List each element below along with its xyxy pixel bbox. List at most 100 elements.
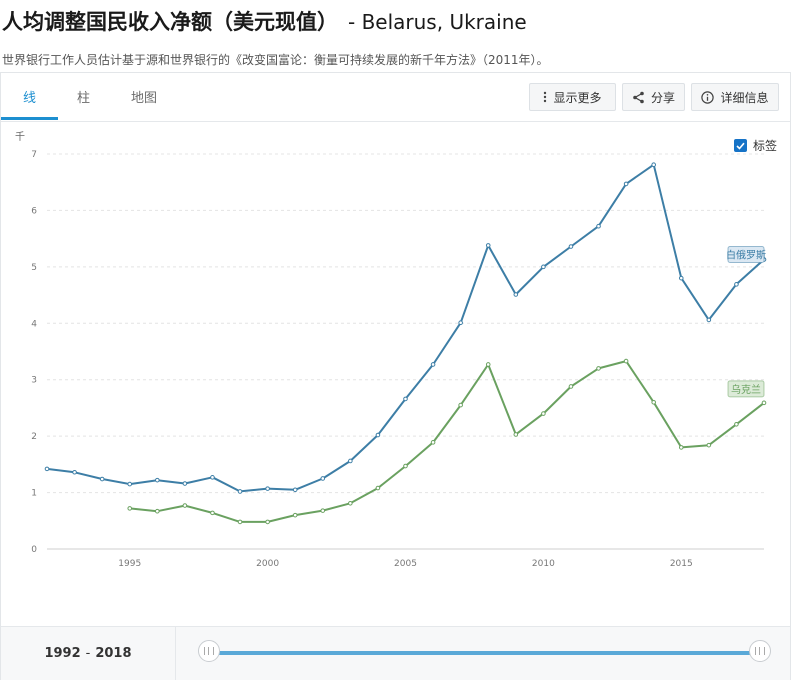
data-point: [182, 503, 188, 508]
series-label-box: [727, 246, 765, 264]
share-label: 分享: [650, 90, 675, 105]
data-point: [348, 500, 353, 506]
grip-icon: [755, 647, 765, 655]
series-end-label: 白俄罗斯: [726, 246, 766, 264]
data-point: [734, 421, 739, 427]
y-tick-label: 1: [31, 489, 37, 499]
data-point: [210, 475, 215, 480]
labels-toggle[interactable]: 标签: [734, 137, 777, 154]
range-end: 2018: [95, 646, 132, 661]
slider-track[interactable]: [209, 651, 759, 655]
more-vertical-icon: [543, 91, 547, 103]
slider-end-handle[interactable]: [749, 640, 771, 662]
labels-toggle-text: 标签: [753, 139, 778, 153]
share-button[interactable]: 分享: [622, 83, 685, 111]
data-point: [623, 358, 629, 364]
details-button[interactable]: 详细信息: [691, 83, 779, 111]
data-point: [568, 244, 574, 249]
data-point: [292, 512, 298, 518]
time-slider-bar: 1992-2018: [1, 626, 790, 680]
view-tabs: 线 柱 地图 显示更多 分享 详细信息: [1, 73, 790, 122]
x-tick-label: 2000: [256, 559, 279, 569]
title-countries: - Belarus, Ukraine: [348, 10, 527, 34]
show-more-label: 显示更多: [553, 90, 602, 105]
y-unit-label: 千: [15, 131, 25, 143]
y-tick-label: 3: [31, 376, 37, 386]
series-0: 白俄罗斯: [44, 162, 767, 494]
data-point: [485, 243, 491, 248]
data-point: [182, 481, 188, 486]
y-tick-label: 2: [31, 432, 37, 442]
data-point: [403, 463, 408, 469]
data-point: [210, 510, 215, 516]
data-point: [430, 362, 436, 367]
data-point: [458, 320, 463, 326]
data-point: [265, 519, 270, 525]
data-point: [623, 181, 629, 187]
data-point: [155, 477, 160, 483]
data-point: [651, 162, 656, 168]
series-label-text: 乌克兰: [731, 383, 761, 396]
tab-map[interactable]: 地图: [131, 91, 158, 106]
series-end-label: 乌克兰: [727, 380, 765, 398]
series-label-box: [727, 380, 765, 398]
series-line: [46, 163, 765, 493]
data-point: [541, 264, 546, 270]
data-point: [734, 282, 739, 287]
data-point: [678, 275, 684, 281]
range-separator: -: [85, 646, 91, 661]
y-tick-label: 7: [31, 150, 37, 160]
data-point: [485, 362, 491, 367]
x-tick-label: 2015: [670, 559, 693, 569]
data-point: [596, 223, 601, 229]
data-point: [678, 445, 684, 450]
info-icon: [701, 90, 715, 104]
checkbox-checked-icon: [734, 139, 747, 152]
data-point: [651, 399, 656, 405]
data-point: [513, 292, 519, 297]
active-tab-indicator: [1, 117, 58, 120]
show-more-button[interactable]: 显示更多: [529, 83, 616, 111]
data-point: [72, 469, 77, 475]
y-tick-label: 0: [31, 545, 37, 555]
data-point: [706, 317, 712, 323]
data-point: [458, 402, 463, 408]
y-tick-label: 6: [31, 206, 37, 216]
data-point: [568, 384, 574, 389]
series-label-text: 白俄罗斯: [726, 249, 766, 262]
tab-line[interactable]: 线: [23, 91, 37, 106]
data-point: [403, 396, 408, 402]
x-tick-label: 2010: [532, 559, 555, 569]
x-tick-label: 1995: [118, 559, 141, 569]
data-point: [99, 476, 105, 482]
data-point: [265, 486, 270, 491]
y-tick-label: 4: [31, 319, 37, 329]
share-icon: [632, 91, 645, 104]
data-point: [237, 519, 243, 525]
data-point: [44, 466, 50, 472]
year-range-display: 1992-2018: [1, 627, 176, 680]
series-1: 乌克兰: [127, 358, 767, 525]
data-point: [292, 487, 298, 493]
range-start: 1992: [44, 646, 81, 661]
series-line: [129, 360, 765, 523]
data-point: [320, 476, 326, 481]
y-tick-label: 5: [31, 263, 37, 273]
details-label: 详细信息: [720, 90, 769, 105]
chart-panel: 线 柱 地图 显示更多 分享 详细信息 标签 千 0 1 2 3 4 5 6 7 199: [0, 72, 791, 680]
data-point: [513, 432, 519, 437]
data-point: [596, 366, 601, 371]
data-point: [706, 442, 712, 448]
data-point: [127, 481, 133, 487]
data-point: [237, 489, 243, 494]
data-point: [541, 411, 546, 416]
x-tick-label: 2005: [394, 559, 417, 569]
data-point: [320, 508, 326, 513]
tab-bar[interactable]: 柱: [77, 91, 91, 106]
data-point: [348, 458, 353, 464]
data-point: [761, 400, 767, 406]
data-point: [375, 432, 381, 438]
page-subtitle: 世界银行工作人员估计基于源和世界银行的《改变国富论：衡量可持续发展的新千年方法》…: [2, 53, 549, 67]
slider-start-handle[interactable]: [198, 640, 220, 662]
